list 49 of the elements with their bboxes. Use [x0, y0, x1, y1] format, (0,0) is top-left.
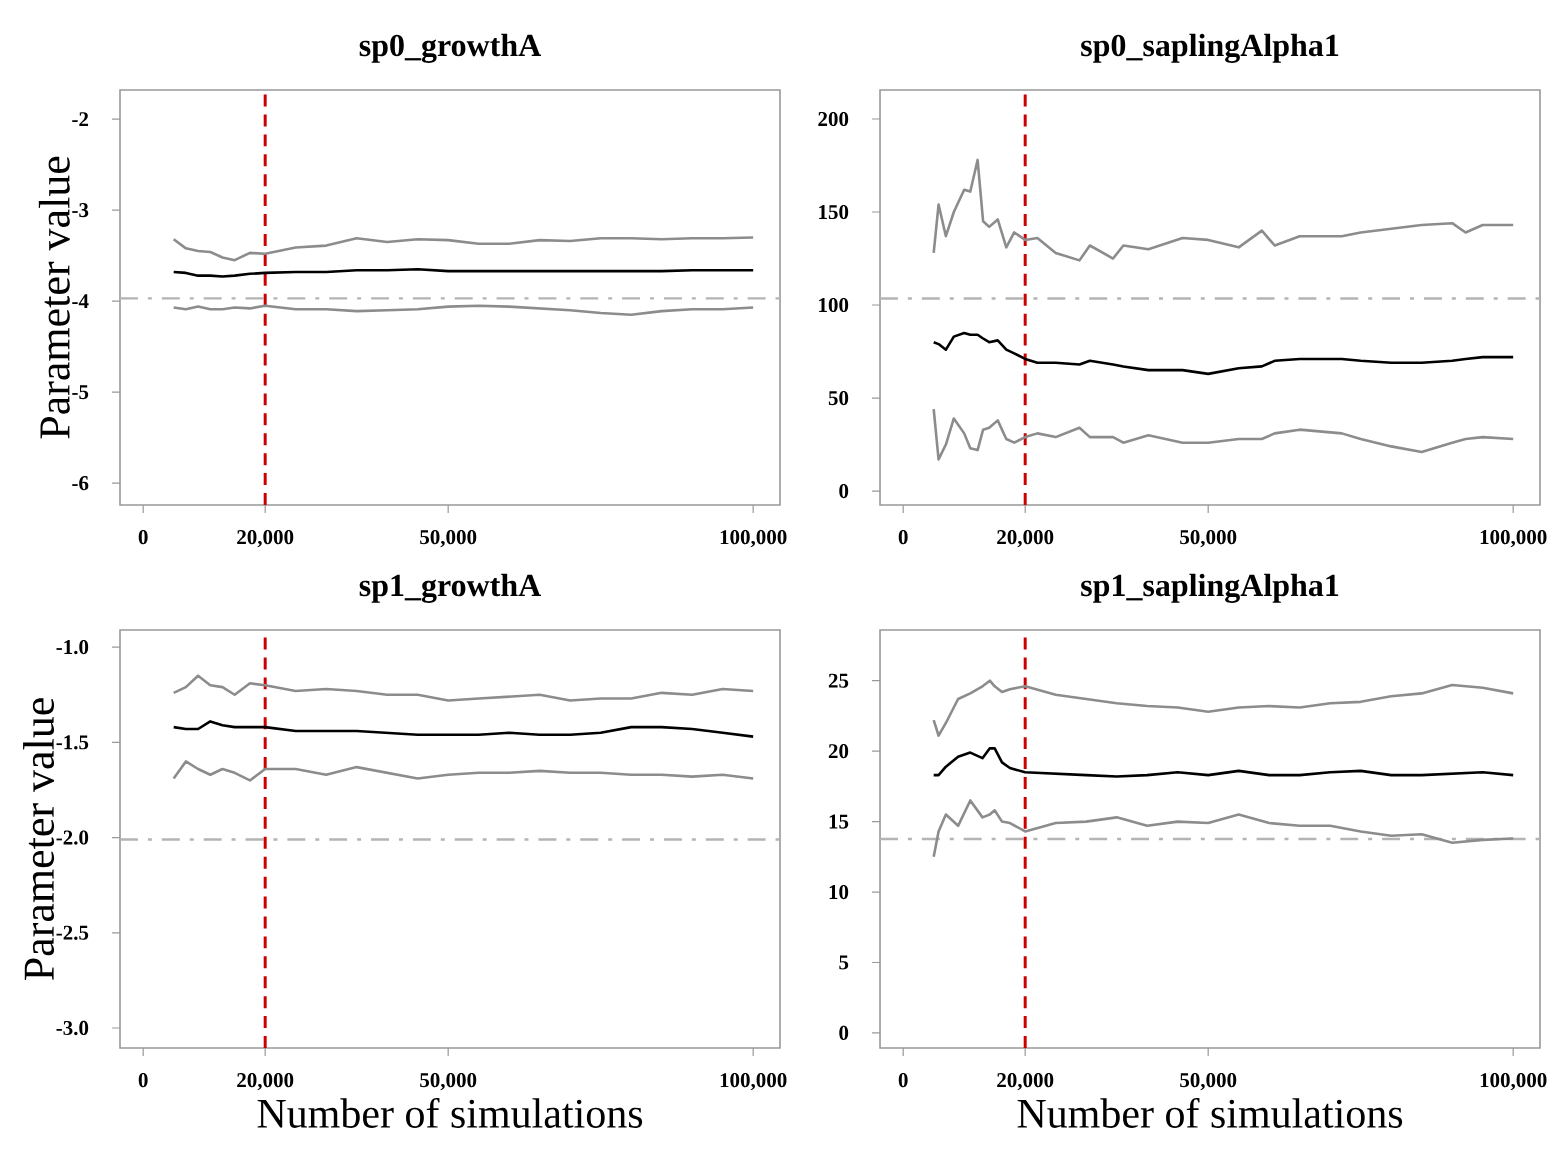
y-tick-label: 15: [829, 814, 849, 829]
x-tick-label: 50,000: [420, 1073, 477, 1091]
y-tick-label: -3: [72, 203, 89, 218]
y-tick-label: 50: [828, 390, 849, 406]
y-tick-label: 100: [819, 297, 849, 313]
x-tick-label: 100,000: [720, 530, 787, 548]
y-tick-label: 20: [828, 744, 849, 759]
y-tick-label: 10: [829, 884, 849, 900]
x-tick-label: 20,000: [997, 1073, 1054, 1091]
x-tick-label: 50,000: [1180, 1073, 1237, 1091]
line-series: [932, 407, 1515, 461]
y-axis-title: Parameter value: [23, 698, 55, 981]
y-tick-label: -2.0: [56, 830, 89, 845]
x-tick-label: 100,000: [1480, 530, 1547, 548]
x-tick-label: 20,000: [237, 1073, 294, 1091]
y-tick-label: -1.5: [56, 735, 89, 750]
x-axis-title: Number of simulations: [1017, 1097, 1403, 1128]
x-tick-label: 20,000: [237, 530, 294, 548]
y-tick-label: 5: [839, 955, 849, 970]
x-tick-label: 50,000: [1180, 530, 1237, 548]
line-series: [932, 331, 1515, 376]
y-tick-label: 0: [839, 483, 849, 499]
y-tick-label: -2: [72, 112, 89, 127]
x-tick-label: 100,000: [1480, 1073, 1547, 1091]
x-tick-label: 0: [898, 1073, 908, 1088]
x-tick-label: 0: [138, 1073, 148, 1088]
line-series: [932, 799, 1515, 859]
y-tick-label: -5: [72, 385, 89, 400]
y-tick-label: 150: [819, 204, 849, 220]
x-axis-title: Number of simulations: [257, 1097, 643, 1128]
y-tick-label: 25: [828, 673, 849, 688]
y-tick-label: -4: [72, 294, 89, 309]
chart-title: sp1_saplingAlpha1: [1081, 573, 1339, 603]
x-tick-label: 100,000: [720, 1073, 787, 1091]
y-axis-title: Parameter value: [38, 156, 70, 439]
chart-title: sp1_growthA: [359, 573, 542, 603]
x-tick-label: 20,000: [997, 530, 1054, 548]
y-tick-label: -1.0: [56, 640, 89, 655]
x-tick-label: 0: [898, 530, 908, 545]
chart-title: sp0_growthA: [359, 33, 542, 63]
y-tick-label: 0: [839, 1025, 849, 1041]
x-tick-label: 0: [138, 530, 148, 545]
y-tick-label: -3.0: [56, 1020, 89, 1036]
y-tick-label: -6: [72, 476, 89, 491]
y-tick-label: 200: [818, 111, 849, 127]
y-tick-label: -2.5: [56, 925, 89, 940]
x-tick-label: 50,000: [420, 530, 477, 548]
chart-title: sp0_saplingAlpha1: [1081, 33, 1339, 63]
line-series: [172, 236, 755, 262]
